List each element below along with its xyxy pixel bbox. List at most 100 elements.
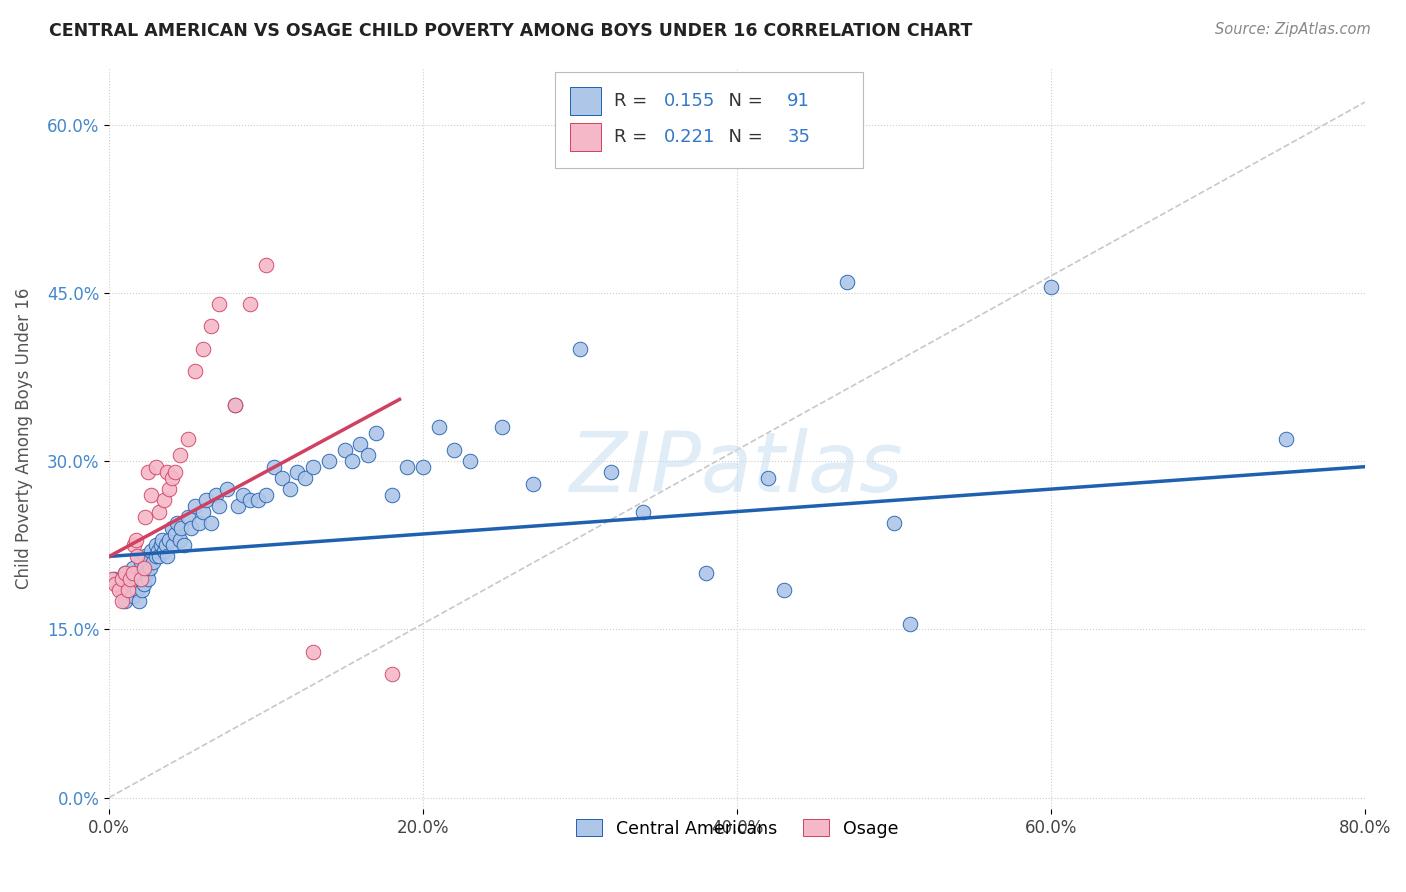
Text: R =: R =	[614, 92, 652, 110]
Point	[135, 566, 157, 581]
Point	[104, 577, 127, 591]
Point	[125, 566, 148, 581]
Text: CENTRAL AMERICAN VS OSAGE CHILD POVERTY AMONG BOYS UNDER 16 CORRELATION CHART: CENTRAL AMERICAN VS OSAGE CHILD POVERTY …	[49, 22, 973, 40]
Point	[180, 521, 202, 535]
Point	[111, 594, 134, 608]
Point	[200, 319, 222, 334]
Point	[333, 442, 356, 457]
Point	[127, 549, 149, 564]
Text: 91: 91	[787, 92, 810, 110]
Point	[103, 572, 125, 586]
Point	[152, 533, 174, 547]
Point	[169, 449, 191, 463]
Point	[302, 645, 325, 659]
Point	[278, 482, 301, 496]
Point	[101, 572, 124, 586]
Point	[173, 538, 195, 552]
Point	[149, 538, 172, 552]
Point	[114, 566, 136, 581]
Point	[129, 572, 152, 586]
Point	[773, 583, 796, 598]
Point	[132, 560, 155, 574]
Text: ZIPatlas: ZIPatlas	[571, 428, 904, 508]
Point	[131, 583, 153, 598]
Point	[157, 533, 180, 547]
Point	[263, 459, 285, 474]
Point	[357, 449, 380, 463]
Point	[139, 560, 162, 574]
Point	[127, 583, 149, 598]
FancyBboxPatch shape	[569, 122, 602, 151]
Point	[193, 504, 215, 518]
Point	[302, 459, 325, 474]
Point	[270, 471, 292, 485]
Point	[163, 527, 186, 541]
Point	[200, 516, 222, 530]
Point	[898, 616, 921, 631]
Point	[122, 577, 145, 591]
Point	[156, 465, 179, 479]
Point	[107, 583, 129, 598]
Point	[458, 454, 481, 468]
Point	[121, 589, 143, 603]
Point	[396, 459, 419, 474]
Point	[187, 516, 209, 530]
Point	[170, 521, 193, 535]
Point	[134, 510, 156, 524]
Point	[184, 499, 207, 513]
Point	[695, 566, 717, 581]
Point	[114, 594, 136, 608]
Point	[569, 342, 592, 356]
Point	[138, 555, 160, 569]
Point	[294, 471, 316, 485]
Point	[153, 544, 176, 558]
Point	[224, 398, 246, 412]
Point	[205, 488, 228, 502]
Point	[254, 258, 277, 272]
Point	[148, 504, 170, 518]
Point	[239, 297, 262, 311]
Point	[631, 504, 654, 518]
Point	[121, 560, 143, 574]
Point	[129, 572, 152, 586]
Point	[160, 521, 183, 535]
Point	[105, 577, 128, 591]
Point	[193, 342, 215, 356]
Point	[1039, 280, 1062, 294]
Point	[117, 583, 139, 598]
Point	[160, 471, 183, 485]
Point	[145, 538, 167, 552]
Point	[224, 398, 246, 412]
Point	[176, 432, 198, 446]
Point	[156, 549, 179, 564]
Point	[145, 459, 167, 474]
Text: N =: N =	[717, 92, 768, 110]
Point	[381, 667, 404, 681]
Point	[148, 549, 170, 564]
Point	[756, 471, 779, 485]
Point	[231, 488, 253, 502]
Point	[131, 566, 153, 581]
Point	[208, 297, 231, 311]
Text: 0.221: 0.221	[664, 128, 716, 145]
Point	[129, 555, 152, 569]
Point	[153, 493, 176, 508]
Point	[427, 420, 450, 434]
Point	[208, 499, 231, 513]
Point	[142, 555, 165, 569]
Point	[163, 465, 186, 479]
Text: R =: R =	[614, 128, 652, 145]
Point	[157, 482, 180, 496]
Point	[134, 549, 156, 564]
Text: N =: N =	[717, 128, 768, 145]
Point	[128, 594, 150, 608]
Y-axis label: Child Poverty Among Boys Under 16: Child Poverty Among Boys Under 16	[15, 288, 32, 590]
Text: 0.155: 0.155	[664, 92, 716, 110]
Point	[141, 488, 163, 502]
Point	[166, 516, 188, 530]
Point	[125, 533, 148, 547]
Point	[138, 572, 160, 586]
Point	[117, 572, 139, 586]
FancyBboxPatch shape	[555, 72, 862, 169]
Point	[195, 493, 218, 508]
